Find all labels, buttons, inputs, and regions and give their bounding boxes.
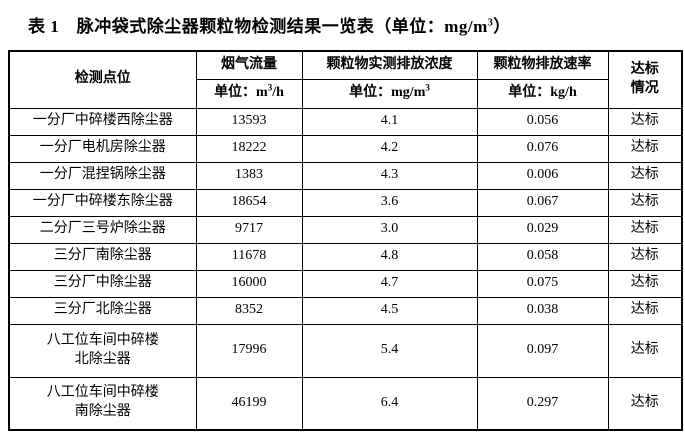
status-cell: 达标 (607, 215, 683, 244)
table-row: 二分厂三号炉除尘器 9717 3.0 0.029 达标 (8, 215, 683, 244)
unit-flow-superscript: 3 (267, 82, 273, 93)
flow-cell: 16000 (195, 269, 303, 298)
table-body: 一分厂中碎楼西除尘器 13593 4.1 0.056 达标 一分厂电机房除尘器 … (8, 107, 683, 431)
col-header-point: 检测点位 (8, 50, 197, 109)
table-row: 一分厂中碎楼西除尘器 13593 4.1 0.056 达标 (8, 107, 683, 136)
concentration-cell: 4.2 (301, 134, 478, 163)
flow-cell: 9717 (195, 215, 303, 244)
status-cell: 达标 (607, 134, 683, 163)
header-row-units: 单位：m3/h 单位：mg/m3 单位：kg/h (9, 78, 682, 109)
rate-cell: 0.075 (476, 269, 609, 298)
status-cell: 达标 (607, 376, 683, 431)
status-cell: 达标 (607, 107, 683, 136)
table-row: 三分厂北除尘器 8352 4.5 0.038 达标 (8, 296, 683, 325)
point-cell: 三分厂北除尘器 (8, 296, 197, 325)
rate-cell: 0.067 (476, 188, 609, 217)
col-header-status-line2: 情况 (630, 80, 659, 96)
flow-cell: 1383 (195, 161, 303, 190)
table-row: 一分厂中碎楼东除尘器 18654 3.6 0.067 达标 (8, 188, 683, 217)
concentration-cell: 4.5 (301, 296, 478, 325)
table-title-superscript: 3 (487, 17, 494, 29)
concentration-cell: 6.4 (301, 376, 478, 431)
flow-cell: 13593 (195, 107, 303, 136)
unit-rate: 单位：kg/h (476, 78, 609, 109)
status-cell: 达标 (607, 269, 683, 298)
rate-cell: 0.076 (476, 134, 609, 163)
status-cell: 达标 (607, 323, 683, 378)
rate-cell: 0.056 (476, 107, 609, 136)
table-title-text: 表 1 脉冲袋式除尘器颗粒物检测结果一览表（单位：mg/m (28, 17, 488, 36)
detection-results-table: 检测点位 烟气流量 颗粒物实测排放浓度 颗粒物排放速率 达标 情况 单位：m3/h… (8, 50, 683, 431)
flow-cell: 46199 (195, 376, 303, 431)
col-header-status: 达标 情况 (607, 50, 683, 109)
col-header-status-line1: 达标 (630, 61, 659, 77)
table-row: 一分厂电机房除尘器 18222 4.2 0.076 达标 (8, 134, 683, 163)
table-row: 八工位车间中碎楼 北除尘器 17996 5.4 0.097 达标 (8, 323, 683, 378)
status-cell: 达标 (607, 242, 683, 271)
concentration-cell: 3.6 (301, 188, 478, 217)
concentration-cell: 4.3 (301, 161, 478, 190)
col-header-rate: 颗粒物排放速率 (476, 50, 609, 80)
unit-flow: 单位：m3/h (195, 78, 303, 109)
flow-cell: 8352 (195, 296, 303, 325)
point-cell: 一分厂混捏锅除尘器 (8, 161, 197, 190)
point-cell: 一分厂电机房除尘器 (8, 134, 197, 163)
point-cell: 三分厂中除尘器 (8, 269, 197, 298)
unit-concentration: 单位：mg/m3 (301, 78, 478, 109)
col-header-concentration: 颗粒物实测排放浓度 (301, 50, 478, 80)
flow-cell: 18222 (195, 134, 303, 163)
point-cell: 一分厂中碎楼东除尘器 (8, 188, 197, 217)
table-title-close: ） (493, 17, 511, 36)
rate-cell: 0.006 (476, 161, 609, 190)
table-row: 三分厂南除尘器 11678 4.8 0.058 达标 (8, 242, 683, 271)
concentration-cell: 3.0 (301, 215, 478, 244)
rate-cell: 0.058 (476, 242, 609, 271)
rate-cell: 0.097 (476, 323, 609, 378)
flow-cell: 18654 (195, 188, 303, 217)
concentration-cell: 4.7 (301, 269, 478, 298)
header-row-main: 检测点位 烟气流量 颗粒物实测排放浓度 颗粒物排放速率 达标情况 (8, 50, 683, 109)
point-cell: 三分厂南除尘器 (8, 242, 197, 271)
point-cell: 八工位车间中碎楼 北除尘器 (8, 323, 197, 378)
col-header-flow: 烟气流量 (195, 50, 303, 80)
concentration-cell: 4.1 (301, 107, 478, 136)
status-cell: 达标 (607, 161, 683, 190)
concentration-cell: 5.4 (301, 323, 478, 378)
flow-cell: 11678 (195, 242, 303, 271)
point-cell: 一分厂中碎楼西除尘器 (8, 107, 197, 136)
table-row: 八工位车间中碎楼 南除尘器 46199 6.4 0.297 达标 (8, 376, 683, 431)
status-cell: 达标 (607, 296, 683, 325)
concentration-cell: 4.8 (301, 242, 478, 271)
flow-cell: 17996 (195, 323, 303, 378)
rate-cell: 0.038 (476, 296, 609, 325)
status-cell: 达标 (607, 188, 683, 217)
point-cell: 八工位车间中碎楼 南除尘器 (8, 376, 197, 431)
point-cell: 二分厂三号炉除尘器 (8, 215, 197, 244)
rate-cell: 0.029 (476, 215, 609, 244)
table-row: 一分厂混捏锅除尘器 1383 4.3 0.006 达标 (8, 161, 683, 190)
rate-cell: 0.297 (476, 376, 609, 431)
table-title: 表 1 脉冲袋式除尘器颗粒物检测结果一览表（单位：mg/m3） (28, 12, 511, 37)
table-row: 三分厂中除尘器 16000 4.7 0.075 达标 (8, 269, 683, 298)
unit-concentration-superscript: 3 (425, 82, 430, 93)
